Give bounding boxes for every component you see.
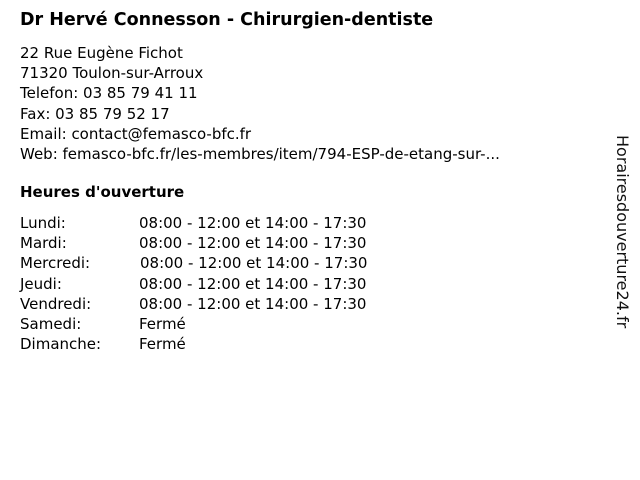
phone: Telefon: 03 85 79 41 11 — [20, 84, 198, 103]
day-label: Samedi: — [20, 314, 82, 333]
day-hours: 08:00 - 12:00 et 14:00 - 17:30 — [139, 274, 367, 293]
street-address: 22 Rue Eugène Fichot — [20, 44, 183, 62]
day-label: Jeudi: — [20, 274, 62, 293]
watermark: Horairesdouverture24.fr — [613, 135, 632, 329]
city: 71320 Toulon-sur-Arroux — [20, 64, 204, 83]
day-hours: Fermé — [139, 335, 186, 354]
day-hours: 08:00 - 12:00 et 14:00 - 17:30 — [139, 214, 367, 232]
hours-heading: Heures d'ouverture — [20, 183, 185, 201]
website: Web: femasco-bfc.fr/les-membres/item/794… — [20, 144, 500, 163]
day-hours: Fermé — [139, 314, 186, 333]
day-hours: 08:00 - 12:00 et 14:00 - 17:30 — [140, 254, 368, 273]
day-hours: 08:00 - 12:00 et 14:00 - 17:30 — [139, 294, 367, 313]
page-title: Dr Hervé Connesson - Chirurgien-dentiste — [20, 10, 434, 30]
day-label: Mardi: — [20, 234, 67, 253]
day-label: Mercredi: — [20, 254, 91, 273]
day-hours: 08:00 - 12:00 et 14:00 - 17:30 — [139, 234, 367, 253]
day-label: Dimanche: — [20, 335, 102, 354]
fax: Fax: 03 85 79 52 17 — [20, 104, 170, 123]
contact-info: 22 Rue Eugène Fichot 71320 Toulon-sur-Ar… — [20, 43, 500, 164]
email: Email: contact@femasco-bfc.fr — [20, 124, 252, 143]
day-label: Lundi: — [20, 214, 66, 232]
day-label: Vendredi: — [20, 294, 92, 313]
